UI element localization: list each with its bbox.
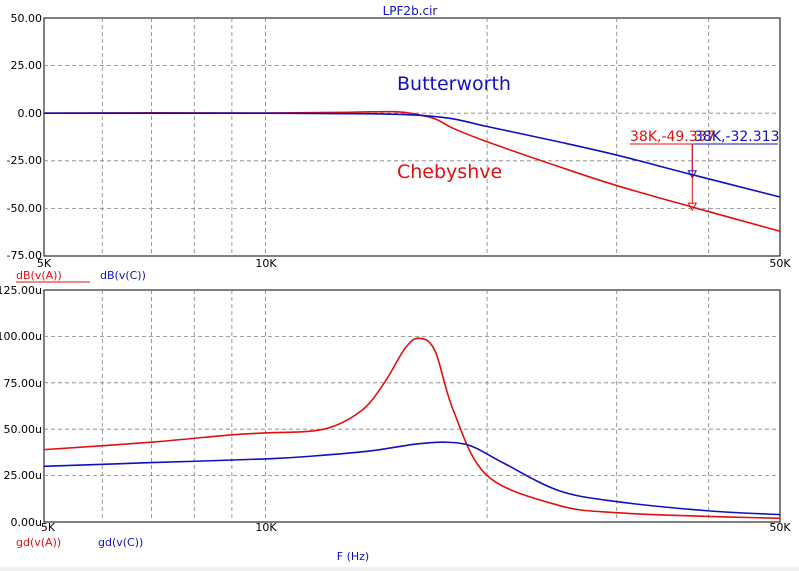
top-x-tick: 50K: [769, 257, 791, 270]
annotation-chebyshev: Chebyshve: [397, 161, 502, 183]
top-plot-frame: [43, 17, 781, 257]
cursor-markers: [687, 144, 698, 212]
bottom-x-tick: 10K: [255, 521, 277, 534]
legend-db-vc: dB(v(C)): [100, 269, 146, 282]
top-y-tick: -50.00: [7, 202, 42, 215]
cursor-label-c: 38K,-32.313: [694, 129, 779, 145]
series-line-gdva: [43, 337, 781, 520]
bottom-grid: [44, 290, 780, 522]
x-axis-label: F (Hz): [337, 550, 369, 563]
top-y-tick: -25.00: [7, 154, 42, 167]
window-title: LPF2b.cir: [383, 4, 438, 18]
bottom-y-tick: 0.00u: [11, 516, 42, 529]
top-y-tick: 50.00: [11, 12, 43, 25]
bottom-y-tick: 100.00u: [0, 330, 42, 343]
bottom-y-tick: 75.00u: [4, 377, 42, 390]
bottom-x-tick: 5K: [41, 521, 56, 534]
top-x-tick: 5K: [37, 257, 52, 270]
bottom-y-tick: 25.00u: [4, 469, 42, 482]
legend-gd-vc: gd(v(C)): [98, 536, 143, 549]
series-line-dbvc: [43, 112, 781, 198]
top-y-tick: -75.00: [7, 249, 42, 262]
series-line-gdvc: [43, 441, 781, 516]
bottom-y-tick: 50.00u: [4, 423, 42, 436]
bottom-x-tick: 50K: [769, 521, 791, 534]
top-y-tick: 0.00: [18, 107, 43, 120]
legend-gd-va: gd(v(A)): [16, 536, 61, 549]
annotation-butterworth: Butterworth: [397, 73, 511, 95]
bottom-plot-frame: [43, 289, 781, 523]
top-x-tick: 10K: [255, 257, 277, 270]
bottom-y-tick: 125.00u: [0, 284, 42, 297]
cursor-label-a: 38K,-49.337: [630, 129, 715, 145]
top-y-tick: 25.00: [11, 59, 43, 72]
series-layer: [43, 110, 781, 520]
legend-db-va: dB(v(A)): [16, 269, 62, 282]
